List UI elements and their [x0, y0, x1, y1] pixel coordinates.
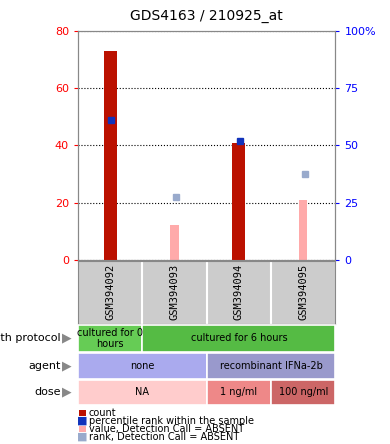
Text: percentile rank within the sample: percentile rank within the sample [89, 416, 254, 426]
Text: ■: ■ [77, 432, 87, 442]
Text: agent: agent [28, 361, 60, 371]
Text: GDS4163 / 210925_at: GDS4163 / 210925_at [130, 8, 283, 23]
Bar [104, 51, 117, 260]
Text: GSM394092: GSM394092 [105, 264, 115, 321]
Text: count: count [89, 408, 116, 418]
Text: ▶: ▶ [62, 386, 72, 399]
Text: NA: NA [135, 387, 149, 397]
Text: ■: ■ [77, 416, 87, 426]
Text: cultured for 0
hours: cultured for 0 hours [77, 328, 143, 349]
Text: ▶: ▶ [62, 332, 72, 345]
Text: 1 ng/ml: 1 ng/ml [220, 387, 257, 397]
Text: dose: dose [34, 387, 60, 397]
Bar [232, 143, 245, 260]
Text: value, Detection Call = ABSENT: value, Detection Call = ABSENT [89, 424, 244, 434]
Text: rank, Detection Call = ABSENT: rank, Detection Call = ABSENT [89, 432, 239, 442]
Text: growth protocol: growth protocol [0, 333, 60, 343]
Bar [170, 226, 179, 260]
Text: cultured for 6 hours: cultured for 6 hours [191, 333, 287, 343]
Text: GSM394095: GSM394095 [298, 264, 308, 321]
Text: recombinant IFNa-2b: recombinant IFNa-2b [220, 361, 323, 371]
Text: GSM394094: GSM394094 [234, 264, 244, 321]
Text: ▶: ▶ [62, 359, 72, 373]
Text: GSM394093: GSM394093 [170, 264, 179, 321]
Text: none: none [130, 361, 154, 371]
Bar [299, 200, 307, 260]
Text: 100 ng/ml: 100 ng/ml [278, 387, 328, 397]
